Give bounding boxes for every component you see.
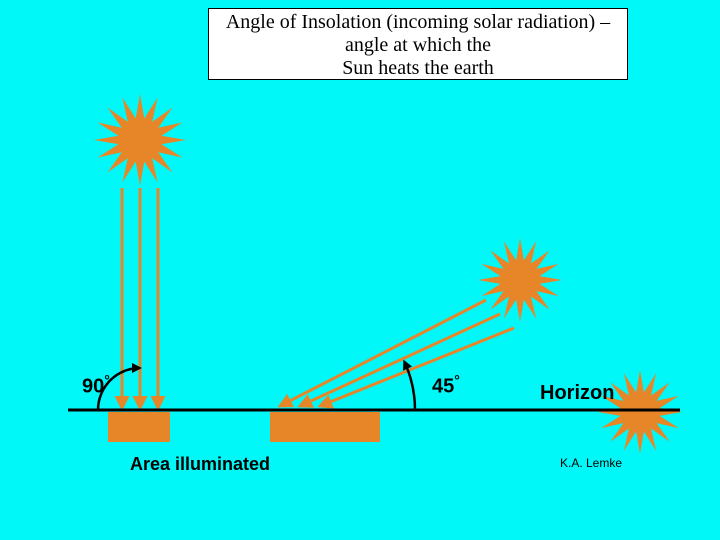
ray-45 (320, 328, 514, 406)
title-line-2: angle at which the (345, 34, 491, 56)
footprint-90 (108, 412, 170, 442)
sun-icon (94, 94, 186, 186)
title-line-1: Angle of Insolation (incoming solar radi… (226, 11, 610, 33)
angle-45-label: 45° (432, 372, 460, 399)
ray-45 (300, 314, 500, 406)
title-box: Angle of Insolation (incoming solar radi… (208, 8, 628, 80)
sun-icon (478, 238, 562, 322)
footprint-45 (270, 412, 380, 442)
diagram-canvas: Angle of Insolation (incoming solar radi… (0, 0, 720, 540)
area-illuminated-label: Area illuminated (130, 454, 270, 475)
title-line-3: Sun heats the earth (342, 57, 494, 79)
angle-90-label: 90° (82, 372, 110, 399)
horizon-label: Horizon (540, 382, 614, 405)
credit-label: K.A. Lemke (560, 456, 622, 470)
